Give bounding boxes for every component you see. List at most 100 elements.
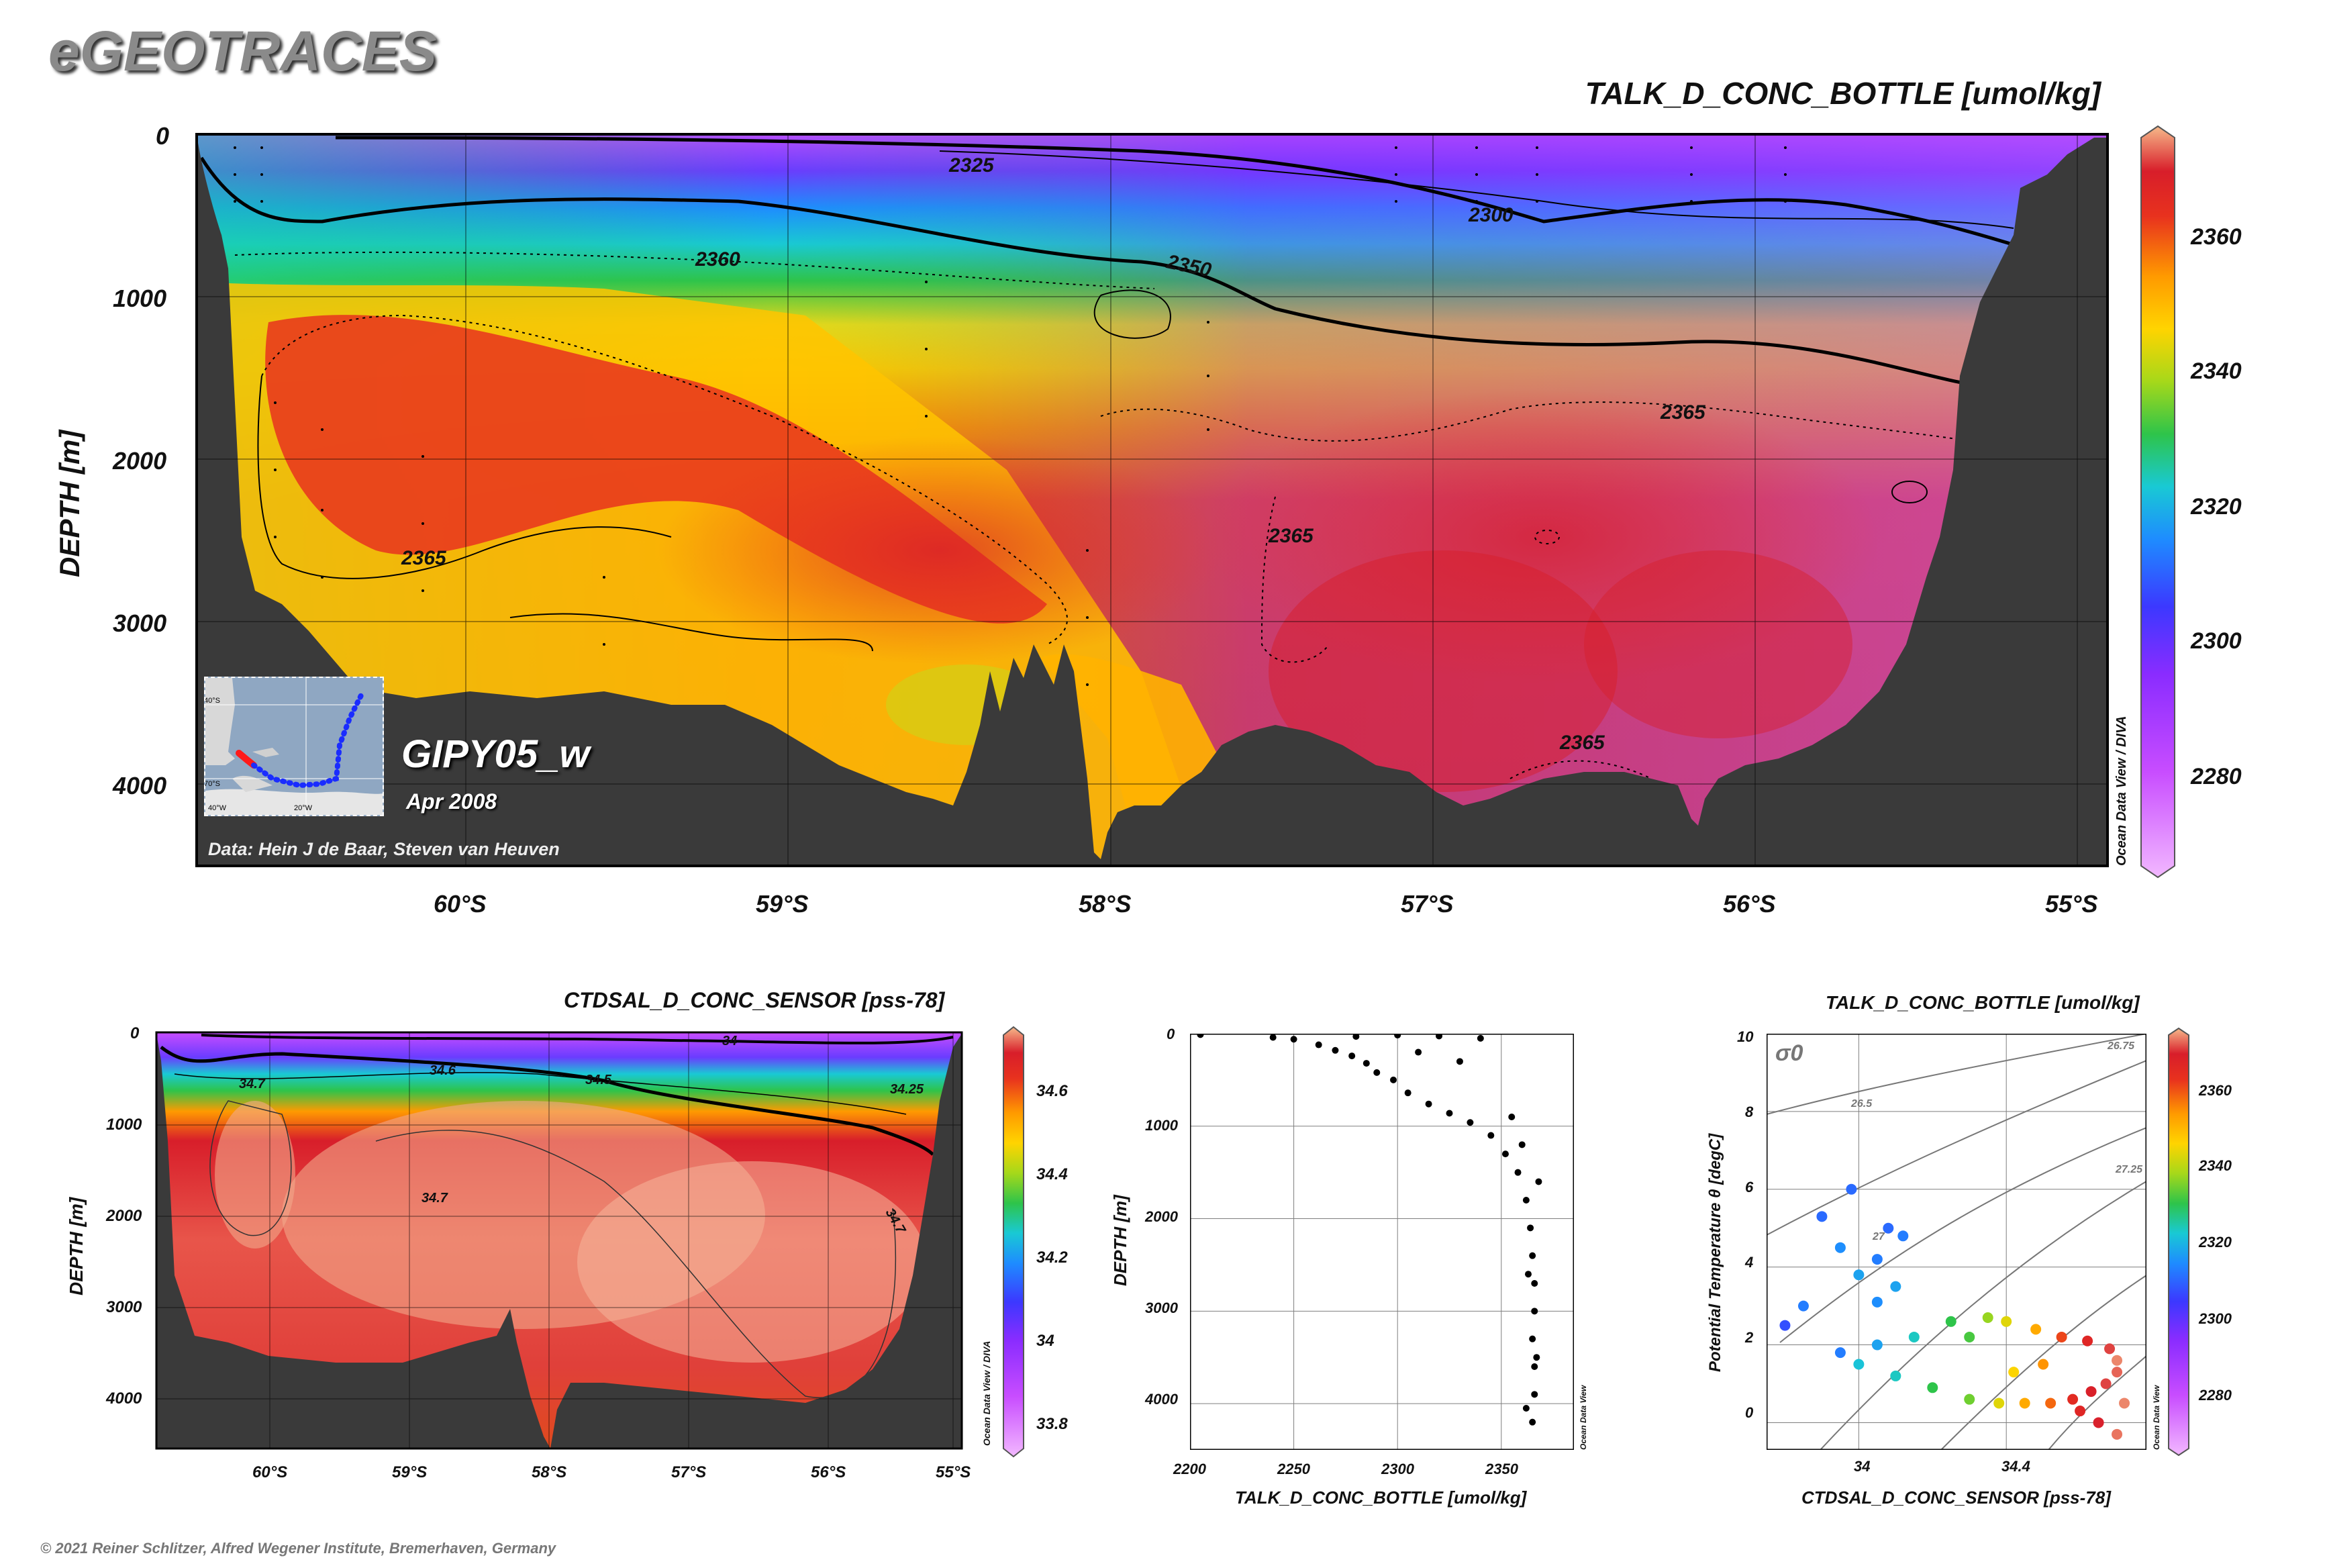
inset-lon-left: 40°W (208, 804, 227, 812)
ts-point (1871, 1254, 1883, 1265)
ts-point (1871, 1296, 1883, 1308)
td-point (1197, 1034, 1204, 1038)
ts-point (2056, 1331, 2067, 1342)
ts-point (1883, 1222, 1894, 1234)
ts-point (2112, 1367, 2123, 1378)
td-point (1531, 1280, 1538, 1287)
egeotraces-logo: eGEOTRACES (48, 19, 437, 83)
ts-point (2008, 1367, 2020, 1378)
ts-point (2038, 1359, 2049, 1370)
td-point (1487, 1132, 1495, 1139)
inset-lat-bottom: 70°S (204, 780, 220, 788)
ts-point (1964, 1393, 1975, 1405)
inset-map-svg (205, 678, 383, 815)
td-point (1529, 1335, 1536, 1342)
ts-point (1927, 1382, 1938, 1393)
td-point (1456, 1058, 1463, 1065)
td-point (1524, 1271, 1532, 1278)
ts-point (1908, 1331, 1920, 1342)
ts-point (1982, 1312, 1993, 1323)
ts-title: TALK_D_CONC_BOTTLE [umol/kg] (1826, 992, 2140, 1013)
ts-point (1846, 1183, 1857, 1195)
td-point (1529, 1252, 1536, 1259)
ts-point (2067, 1393, 2079, 1405)
ts-diagram (1767, 1034, 2146, 1450)
td-point (1390, 1076, 1397, 1083)
main-station-samples (234, 146, 1787, 713)
td-point (1531, 1363, 1538, 1370)
ts-point (2045, 1398, 2057, 1409)
ts-point (1834, 1242, 1846, 1253)
ts-point (2075, 1406, 2086, 1417)
td-point (1415, 1048, 1422, 1056)
td-point (1269, 1034, 1277, 1041)
td-point (1531, 1308, 1538, 1315)
salinity-title: CTDSAL_D_CONC_SENSOR [pss-78] (564, 988, 945, 1012)
ts-point (1816, 1211, 1828, 1222)
inset-map: 40°S 70°S 40°W 20°W (204, 677, 384, 816)
ts-point (1897, 1230, 1909, 1242)
ts-point (2093, 1417, 2104, 1428)
td-point (1425, 1100, 1432, 1108)
ts-point (2030, 1324, 2042, 1335)
td-point (1446, 1110, 1453, 1117)
td-point (1332, 1046, 1339, 1054)
ts-point (2085, 1386, 2097, 1398)
salinity-seafloor (156, 1034, 962, 1449)
td-point (1527, 1224, 1534, 1232)
main-colorbar (2140, 125, 2175, 879)
ts-point (1797, 1300, 1809, 1312)
ts-point (1993, 1398, 2005, 1409)
main-section-title: TALK_D_CONC_BOTTLE [umol/kg] (1585, 76, 2101, 111)
td-point (1290, 1036, 1297, 1043)
td-point (1501, 1150, 1509, 1158)
ts-point (1853, 1359, 1865, 1370)
td-point (1363, 1060, 1370, 1067)
td-point (1436, 1034, 1443, 1040)
ts-point (1945, 1316, 1957, 1327)
ts-point (2119, 1398, 2130, 1409)
td-point (1477, 1034, 1484, 1042)
ts-point (2019, 1398, 2030, 1409)
ts-point (1964, 1331, 1975, 1342)
ts-point (2082, 1335, 2093, 1346)
td-point (1514, 1169, 1522, 1176)
ts-point (2001, 1316, 2012, 1327)
td-point (1352, 1034, 1360, 1040)
td-point (1522, 1405, 1530, 1412)
td-point (1529, 1418, 1536, 1426)
td-point (1533, 1354, 1540, 1361)
td-point (1518, 1141, 1526, 1148)
main-contours (199, 136, 2028, 779)
ts-point (2104, 1343, 2116, 1355)
td-point (1535, 1178, 1542, 1185)
td-point (1404, 1089, 1412, 1097)
ts-point (2100, 1378, 2112, 1389)
copyright-text: © 2021 Reiner Schlitzer, Alfred Wegener … (40, 1540, 556, 1557)
td-point (1522, 1197, 1530, 1204)
ts-point (1890, 1370, 1901, 1381)
inset-lat-top: 40°S (204, 697, 220, 705)
ts-point (1834, 1347, 1846, 1359)
ts-colorbar (2168, 1027, 2189, 1457)
ts-point (2112, 1428, 2123, 1440)
td-point (1508, 1114, 1516, 1120)
ts-point (1779, 1320, 1791, 1331)
ts-point (1853, 1269, 1865, 1281)
td-point (1467, 1119, 1474, 1126)
td-point (1531, 1391, 1538, 1398)
td-point (1315, 1041, 1322, 1048)
td-point (1348, 1052, 1356, 1060)
td-point (1394, 1034, 1401, 1039)
td-point (1373, 1069, 1381, 1076)
ts-point (2112, 1355, 2123, 1366)
ts-point (1871, 1339, 1883, 1351)
salinity-colorbar (1003, 1026, 1024, 1458)
talk-depth-scatter (1190, 1034, 1574, 1450)
inset-lon-right: 20°W (294, 804, 313, 812)
ts-point (1890, 1281, 1901, 1292)
isopycnals (1767, 1034, 2146, 1450)
main-seafloor (197, 134, 2108, 866)
